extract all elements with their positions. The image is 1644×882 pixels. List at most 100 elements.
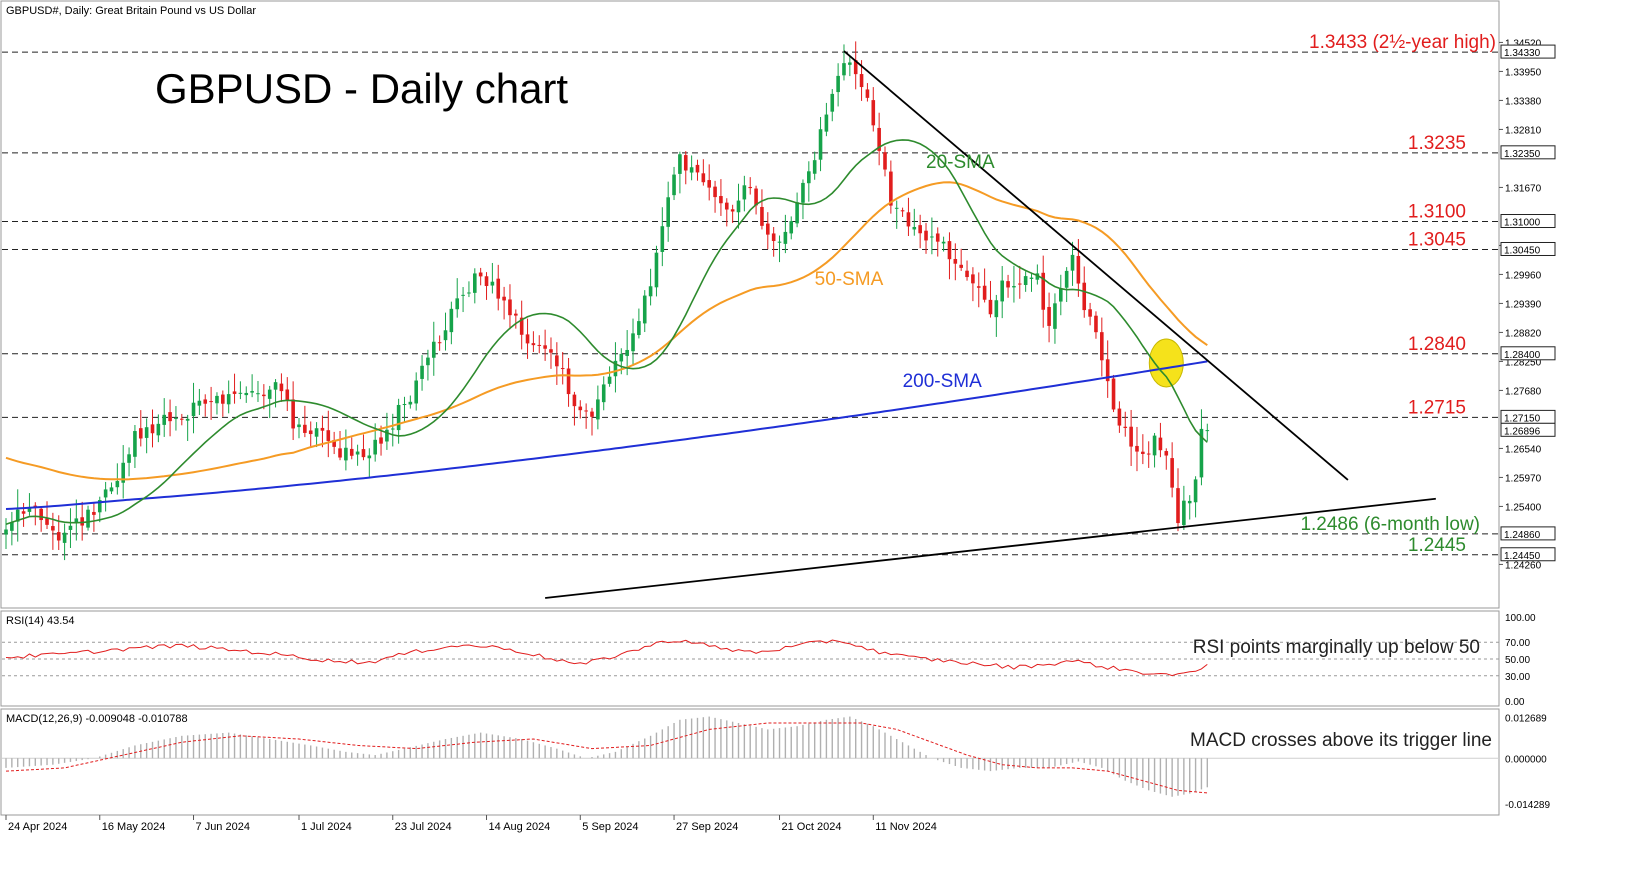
candle-body: [713, 186, 717, 198]
candle-body: [730, 209, 735, 212]
macd-header: MACD(12,26,9) -0.009048 -0.010788: [6, 713, 188, 725]
candle-body: [865, 89, 870, 98]
level-axis-box: [1500, 145, 1556, 160]
candle-body: [707, 180, 711, 188]
candle-body: [56, 532, 61, 541]
candle-body: [74, 518, 79, 523]
candle-body: [543, 345, 547, 349]
level-axis-box: [1500, 346, 1556, 361]
candle-body: [1170, 458, 1174, 488]
rsi-axis-label: 100.00: [1505, 613, 1536, 624]
candle-body: [326, 430, 331, 441]
price-axis-label: 1.29960: [1505, 270, 1542, 281]
candle-body: [1094, 315, 1098, 333]
candle-body: [1176, 488, 1180, 524]
price-axis-label: 1.26540: [1505, 444, 1542, 455]
level-label: 1.2486 (6-month low): [1300, 514, 1480, 535]
candle-body: [965, 270, 969, 278]
candle-body: [344, 447, 348, 461]
price-axis-label: 1.24260: [1505, 560, 1542, 571]
candle-body: [601, 384, 606, 403]
candle-body: [1117, 408, 1122, 426]
candle-body: [478, 272, 483, 277]
time-axis: 24 Apr 2024 16 May 2024 7 Jun 2024 1 Jul 20…: [5, 815, 937, 833]
candle-body: [361, 449, 366, 458]
macd-annotation: MACD crosses above its trigger line: [1190, 730, 1492, 751]
candle-body: [736, 200, 741, 213]
candle-body: [848, 62, 852, 65]
candle-body: [103, 489, 108, 498]
candle-body: [51, 526, 55, 531]
candle-body: [789, 221, 794, 234]
sma20-line: [5, 139, 1208, 525]
candle-body: [490, 281, 495, 286]
candle-body: [519, 317, 524, 335]
candle-body: [613, 360, 618, 377]
candle-body: [959, 264, 963, 268]
candle-body: [385, 429, 389, 442]
candle-body: [62, 532, 67, 543]
candle-body: [660, 226, 665, 252]
candle-body: [801, 182, 805, 203]
candle-body: [279, 383, 284, 392]
candle-body: [443, 330, 448, 341]
candle-body: [754, 188, 758, 206]
level-axis-label: 1.30450: [1504, 245, 1541, 256]
candle-body: [672, 174, 676, 196]
candle-body: [1100, 332, 1104, 361]
candle-body: [355, 451, 360, 455]
candle-body: [68, 525, 73, 530]
candle-body: [461, 294, 465, 296]
macd-axis-label: 0.012689: [1505, 714, 1547, 725]
candle-body: [912, 226, 917, 230]
candle-body: [168, 412, 172, 422]
candle-body: [15, 509, 20, 522]
candle-body: [976, 286, 981, 288]
level-label: 1.2445: [1408, 535, 1466, 556]
candle-body: [21, 511, 26, 514]
candle-body: [1146, 453, 1151, 455]
candle-body: [695, 164, 700, 173]
candle-body: [1041, 272, 1046, 310]
rsi-line: [5, 639, 1208, 677]
candle-body: [414, 380, 418, 404]
candle-body: [900, 210, 905, 212]
candle-body: [390, 428, 395, 430]
candle-body: [437, 342, 442, 344]
candle-body: [1123, 426, 1128, 429]
candle-body: [906, 212, 911, 227]
candle-body: [1012, 286, 1016, 288]
rsi-axis-label: 50.00: [1505, 655, 1530, 666]
level-axis-label: 1.27150: [1504, 413, 1541, 424]
candle-body: [332, 440, 336, 447]
level-label: 1.2840: [1408, 334, 1466, 355]
level-axis-box: [1500, 526, 1556, 541]
candle-body: [121, 462, 125, 483]
candle-body: [701, 173, 706, 183]
candle-body: [560, 368, 565, 370]
candle-body: [484, 276, 489, 287]
candle-body: [607, 376, 612, 384]
candle-body: [396, 404, 401, 431]
candle-body: [221, 394, 225, 404]
candle-body: [1059, 288, 1063, 302]
candle-body: [1023, 276, 1028, 285]
candle-body: [1205, 430, 1210, 432]
candle-body: [853, 60, 858, 75]
price-axis-label: 1.28820: [1505, 328, 1542, 339]
candle-body: [379, 437, 383, 444]
candle-body: [648, 286, 653, 297]
level-label: 1.3100: [1408, 202, 1466, 223]
candle-body: [431, 341, 436, 358]
candle-body: [408, 401, 413, 405]
level-label: 1.3235: [1408, 133, 1466, 154]
candle-body: [953, 258, 958, 264]
price-candles: [4, 41, 1210, 561]
candle-body: [1135, 445, 1139, 452]
candle-body: [197, 400, 202, 406]
candle-body: [373, 439, 377, 455]
candle-body: [4, 529, 8, 535]
candle-body: [215, 395, 219, 404]
candle-body: [525, 334, 530, 344]
